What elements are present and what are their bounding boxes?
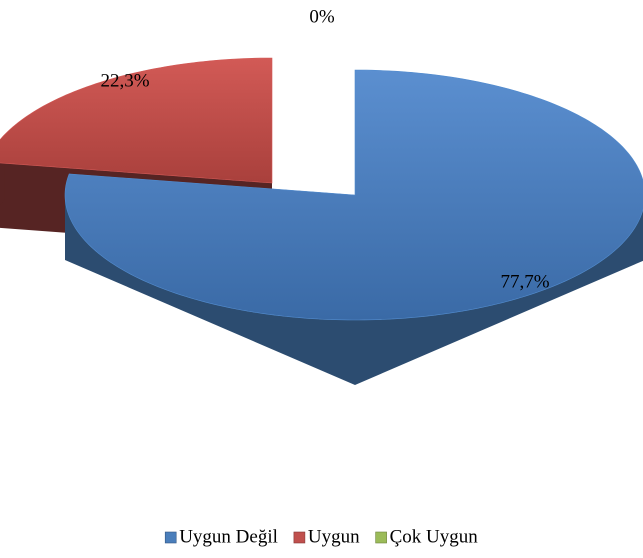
legend-label: Uygun: [308, 526, 360, 547]
data-label: 0%: [309, 6, 335, 27]
data-label: 22,3%: [100, 70, 149, 91]
slice-top: [0, 57, 273, 184]
slice-top: [64, 69, 643, 321]
legend-swatch: [164, 531, 177, 544]
data-label: 77,7%: [500, 271, 549, 292]
legend-item: Çok Uygun: [375, 526, 479, 547]
legend-item: Uygun: [293, 526, 360, 547]
pie-slice: [64, 69, 643, 385]
legend-item: Uygun Değil: [164, 526, 278, 547]
legend-swatch: [293, 531, 306, 544]
legend-label: Çok Uygun: [390, 526, 479, 547]
slice-wall: [65, 195, 643, 385]
legend-label: Uygun Değil: [179, 526, 278, 547]
legend-swatch: [375, 531, 387, 544]
